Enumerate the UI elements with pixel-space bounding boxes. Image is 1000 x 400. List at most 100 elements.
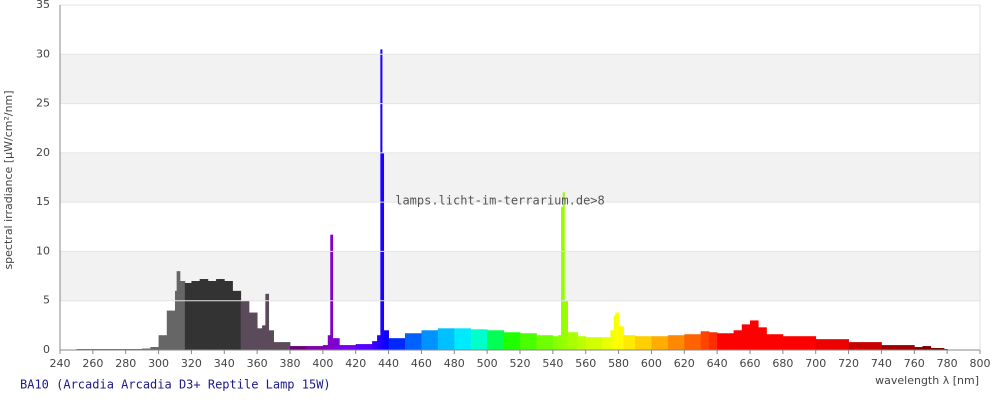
spectrum-bar <box>273 342 291 350</box>
spectrum-bar <box>150 347 159 350</box>
spectrum-bar <box>383 330 389 350</box>
spectrum-bar <box>191 281 201 350</box>
spectrum-bar <box>332 338 340 350</box>
x-tick-label: 560 <box>575 357 596 370</box>
spectrum-bar <box>635 336 652 350</box>
spectrum-bar <box>339 345 357 350</box>
spectrum-bar <box>405 333 422 350</box>
x-tick-label: 280 <box>115 357 136 370</box>
spectrum-bar <box>930 348 945 350</box>
spectrum-bar <box>175 290 178 350</box>
x-tick-label: 580 <box>608 357 629 370</box>
spectrum-bar <box>610 330 615 350</box>
y-tick-label: 35 <box>36 0 50 11</box>
x-axis-label: wavelength λ [nm] <box>875 374 979 387</box>
spectrum-bar <box>815 339 849 350</box>
spectrum-bar <box>224 281 233 350</box>
spectrum-bar <box>306 346 324 350</box>
spectrum-bar <box>585 337 603 350</box>
spectrum-bar <box>618 326 624 350</box>
x-tick-label: 660 <box>740 357 761 370</box>
spectrum-bar <box>166 310 176 350</box>
spectrum-bar <box>782 336 817 350</box>
spectrum-bar <box>577 336 587 350</box>
y-tick-label: 0 <box>43 343 50 356</box>
x-tick-label: 520 <box>510 357 531 370</box>
x-tick-label: 240 <box>50 357 71 370</box>
spectrum-bar <box>914 347 923 350</box>
spectrum-bar <box>355 344 373 350</box>
x-tick-label: 760 <box>904 357 925 370</box>
spectrum-bar <box>520 333 537 350</box>
spectrum-bar <box>327 335 331 350</box>
spectrum-bar <box>257 328 263 350</box>
spectrum-bar <box>322 345 329 350</box>
x-tick-label: 480 <box>444 357 465 370</box>
spectrum-bar <box>232 290 242 350</box>
spectrum-bar <box>708 332 718 350</box>
spectrum-bar <box>207 281 217 350</box>
y-tick-label: 25 <box>36 97 50 110</box>
spectrum-bar <box>602 337 611 350</box>
y-tick-label: 5 <box>43 294 50 307</box>
x-tick-label: 340 <box>214 357 235 370</box>
x-tick-label: 300 <box>148 357 169 370</box>
spectrum-bar <box>248 312 258 350</box>
watermark: lamps.licht-im-terrarium.de>8 <box>395 194 605 208</box>
chart-title: BA10 (Arcadia Arcadia D3+ Reptile Lamp 1… <box>20 378 331 392</box>
grid-band <box>60 152 980 203</box>
x-tick-label: 780 <box>937 357 958 370</box>
spectrum-bar <box>179 281 186 350</box>
spectrum-bar <box>717 333 734 350</box>
spectrum-bar <box>700 331 710 350</box>
spectrum-bar <box>503 332 521 350</box>
spectrum-bar <box>199 279 209 350</box>
x-tick-label: 720 <box>838 357 859 370</box>
spectrum-bar <box>750 320 759 350</box>
spectrum-bar <box>881 345 915 350</box>
spectrum-bar <box>184 282 192 350</box>
x-tick-label: 540 <box>542 357 563 370</box>
spectrum-bar <box>741 324 751 350</box>
spectrum-bar <box>567 332 578 350</box>
spectrum-bar <box>848 342 882 350</box>
spectrum-bar <box>268 330 274 350</box>
spectrum-bar <box>437 328 455 350</box>
spectrum-bar <box>421 330 439 350</box>
x-tick-label: 400 <box>312 357 333 370</box>
spectrum-bar <box>552 336 559 350</box>
spectrum-bar <box>330 234 334 350</box>
spectrum-bar <box>377 335 381 350</box>
x-tick-label: 740 <box>871 357 892 370</box>
spectrum-bar <box>142 348 151 350</box>
y-tick-label: 30 <box>36 47 50 60</box>
x-tick-label: 440 <box>378 357 399 370</box>
spectrum-bar <box>613 315 616 350</box>
spectrum-bar <box>557 335 562 350</box>
x-tick-label: 380 <box>280 357 301 370</box>
y-tick-label: 20 <box>36 146 50 159</box>
spectrum-bar <box>265 293 270 350</box>
spectrum-bar <box>758 327 767 350</box>
spectrum-bar <box>615 312 619 350</box>
spectrum-bar <box>564 300 569 350</box>
x-tick-label: 700 <box>805 357 826 370</box>
y-tick-label: 15 <box>36 195 50 208</box>
spectrum-bar <box>733 330 743 350</box>
x-tick-label: 460 <box>411 357 432 370</box>
spectrum-bar <box>487 330 504 350</box>
spectrum-bar <box>684 334 702 350</box>
x-tick-label: 600 <box>641 357 662 370</box>
spectrum-bar <box>561 207 564 350</box>
x-tick-label: 360 <box>247 357 268 370</box>
x-tick-label: 420 <box>345 357 366 370</box>
spectrum-bar <box>766 334 784 350</box>
spectrum-bar <box>388 338 406 350</box>
x-tick-label: 800 <box>970 357 991 370</box>
x-tick-label: 500 <box>477 357 498 370</box>
x-tick-label: 680 <box>772 357 793 370</box>
x-tick-label: 260 <box>82 357 103 370</box>
x-tick-label: 640 <box>707 357 728 370</box>
spectrum-bar <box>240 300 250 350</box>
